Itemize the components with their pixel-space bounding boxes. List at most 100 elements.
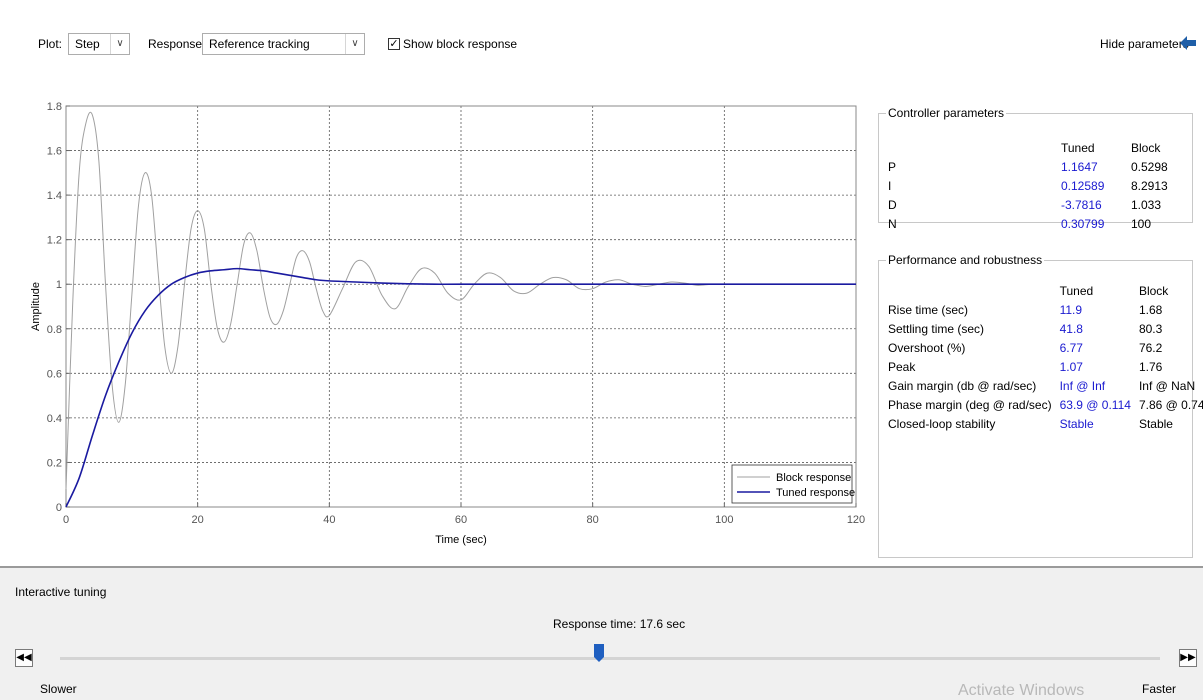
table-row: Gain margin (db @ rad/sec) Inf @ Inf Inf @… bbox=[884, 376, 1203, 395]
block-value: 7.86 @ 0.746 bbox=[1138, 397, 1203, 412]
tuned-value: Inf @ Inf bbox=[1059, 378, 1106, 393]
step-response-chart[interactable]: 0 20 40 60 80 100 120 0 0.2 0.4 0.6 0.8 1 1.2 1.4 1.6 1.… bbox=[0, 100, 870, 566]
table-row: P 1.1647 0.5298 bbox=[884, 157, 1190, 176]
metric-name: Overshoot (%) bbox=[888, 340, 966, 355]
metric-name: Gain margin (db @ rad/sec) bbox=[888, 378, 1037, 393]
table-row: D -3.7816 1.033 bbox=[884, 195, 1190, 214]
interactive-tuning-panel: Interactive tuning Response time: 17.6 s… bbox=[0, 566, 1203, 699]
y-axis-label: Amplitude bbox=[30, 282, 42, 331]
tuned-value: 1.07 bbox=[1059, 359, 1083, 374]
tuned-value: 41.8 bbox=[1059, 321, 1083, 336]
hide-parameters-link[interactable]: Hide parameters bbox=[1100, 37, 1189, 51]
tuned-value: 63.9 @ 0.114 bbox=[1059, 397, 1131, 412]
table-row: Settling time (sec) 41.8 80.3 bbox=[884, 319, 1203, 338]
response-select-value: Reference tracking bbox=[209, 37, 310, 51]
block-value: 0.5298 bbox=[1131, 159, 1168, 174]
tuned-value: 11.9 bbox=[1059, 302, 1083, 317]
table-header: Tuned bbox=[1059, 283, 1094, 298]
y-tick-label: 1.2 bbox=[47, 235, 62, 247]
y-tick-label: 1.6 bbox=[47, 146, 62, 158]
table-header: Block bbox=[1131, 140, 1161, 155]
table-row: N 0.30799 100 bbox=[884, 214, 1190, 233]
table-row: Closed-loop stability Stable Stable bbox=[884, 414, 1203, 433]
controller-parameters-title: Controller parameters bbox=[886, 106, 1007, 120]
table-header bbox=[884, 281, 1056, 300]
block-value: Stable bbox=[1138, 416, 1173, 431]
tuned-value: 6.77 bbox=[1059, 340, 1083, 355]
tuned-value: Stable bbox=[1059, 416, 1094, 431]
tuned-value: 1.1647 bbox=[1061, 159, 1098, 174]
performance-table: Tuned Block Rise time (sec) 11.9 1.68 Sett… bbox=[884, 281, 1203, 433]
table-row: Overshoot (%) 6.77 76.2 bbox=[884, 338, 1203, 357]
y-tick-label: 0.4 bbox=[47, 413, 62, 425]
interactive-tuning-title: Interactive tuning bbox=[15, 585, 107, 599]
controller-parameters-group bbox=[878, 113, 1193, 223]
y-tick-label: 1.8 bbox=[47, 101, 62, 113]
controller-parameters-table: Tuned Block P 1.1647 0.5298 I 0.12589 8.2913… bbox=[884, 138, 1190, 233]
table-header bbox=[884, 138, 1057, 157]
series-line-block-response bbox=[65, 111, 856, 490]
block-value: 100 bbox=[1131, 216, 1152, 231]
performance-title: Performance and robustness bbox=[886, 253, 1045, 267]
metric-name: Closed-loop stability bbox=[888, 416, 996, 431]
block-value: 1.033 bbox=[1131, 197, 1162, 212]
table-header-row: Tuned Block bbox=[884, 138, 1190, 157]
arrow-left-icon[interactable] bbox=[1180, 36, 1196, 50]
activate-windows-watermark: Activate Windows bbox=[958, 682, 1085, 699]
plot-select-value: Step bbox=[75, 37, 100, 51]
block-value: Inf @ NaN bbox=[1138, 378, 1196, 393]
y-tick-label: 0.2 bbox=[47, 457, 62, 469]
param-name: D bbox=[888, 197, 897, 212]
table-row: Peak 1.07 1.76 bbox=[884, 357, 1203, 376]
slider-track[interactable] bbox=[60, 644, 1160, 662]
series-line-tuned-response bbox=[65, 267, 856, 508]
y-tick-label: 0 bbox=[56, 502, 62, 514]
x-tick-label: 20 bbox=[192, 514, 204, 526]
chevron-down-icon: ∨ bbox=[345, 34, 364, 54]
show-block-label: Show block response bbox=[403, 37, 518, 51]
param-name: P bbox=[888, 159, 897, 174]
y-tick-label: 0.6 bbox=[47, 368, 62, 380]
param-name: N bbox=[888, 216, 897, 231]
rewind-icon: ◀◀ bbox=[16, 652, 32, 663]
slider-thumb[interactable] bbox=[594, 644, 604, 662]
plot-area: 0 20 40 60 80 100 120 0 0.2 0.4 0.6 0.8 1 1.2 1.4 1.6 1.… bbox=[0, 100, 870, 566]
metric-name: Settling time (sec) bbox=[888, 321, 985, 336]
param-name: I bbox=[888, 178, 892, 193]
tuned-value: 0.12589 bbox=[1061, 178, 1105, 193]
block-value: 1.68 bbox=[1138, 302, 1163, 317]
x-tick-label: 80 bbox=[587, 514, 599, 526]
x-tick-label: 0 bbox=[63, 514, 69, 526]
x-tick-label: 40 bbox=[323, 514, 335, 526]
tuned-value: 0.30799 bbox=[1061, 216, 1105, 231]
block-value: 1.76 bbox=[1138, 359, 1163, 374]
y-tick-label: 1 bbox=[56, 279, 62, 291]
block-value: 8.2913 bbox=[1131, 178, 1168, 193]
slider-thumb-icon bbox=[594, 644, 604, 662]
table-header: Tuned bbox=[1061, 140, 1095, 155]
x-tick-label: 100 bbox=[715, 514, 733, 526]
fast-forward-button[interactable]: ▶▶ bbox=[1179, 649, 1197, 667]
metric-name: Phase margin (deg @ rad/sec) bbox=[888, 397, 1052, 412]
rewind-button[interactable]: ◀◀ bbox=[15, 649, 33, 667]
y-tick-label: 0.8 bbox=[47, 324, 62, 336]
response-time-label: Response time: 17.6 sec bbox=[553, 617, 686, 631]
table-header-row: Tuned Block bbox=[884, 281, 1203, 300]
legend-label: Tuned response bbox=[776, 487, 855, 499]
slower-label: Slower bbox=[40, 682, 77, 696]
metric-name: Peak bbox=[888, 359, 916, 374]
response-select[interactable]: Reference tracking ∨ bbox=[202, 33, 365, 55]
chevron-down-icon: ∨ bbox=[110, 34, 129, 54]
plot-label: Plot: bbox=[38, 37, 63, 51]
tuned-value: -3.7816 bbox=[1061, 197, 1102, 212]
block-value: 76.2 bbox=[1138, 340, 1163, 355]
table-header: Block bbox=[1138, 283, 1169, 298]
plot-select[interactable]: Step ∨ bbox=[68, 33, 130, 55]
show-block-checkbox[interactable]: ✓ bbox=[388, 38, 400, 50]
metric-name: Rise time (sec) bbox=[888, 302, 969, 317]
y-tick-label: 1.4 bbox=[47, 190, 62, 202]
x-axis-label: Time (sec) bbox=[435, 534, 487, 546]
toolbar: Plot: Step ∨ Response: Reference trackin… bbox=[0, 0, 1203, 100]
table-row: I 0.12589 8.2913 bbox=[884, 176, 1190, 195]
table-row: Phase margin (deg @ rad/sec) 63.9 @ 0.114… bbox=[884, 395, 1203, 414]
